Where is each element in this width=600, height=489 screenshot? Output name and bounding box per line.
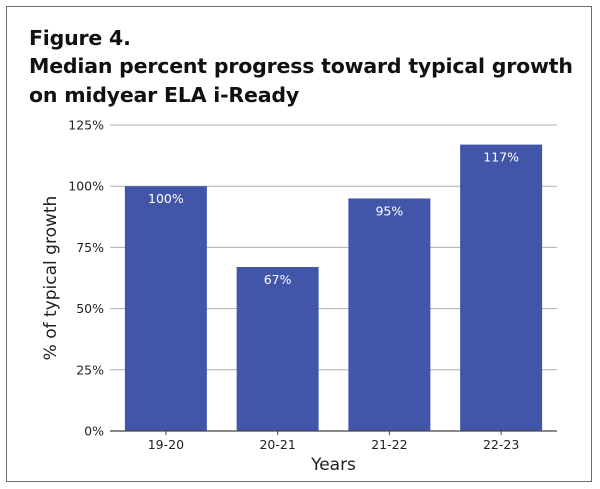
data-label: 117% xyxy=(483,150,519,165)
y-axis-title: % of typical growth xyxy=(41,196,61,361)
y-tick-label: 125% xyxy=(68,118,104,133)
x-axis-ticks: 19-20 20-21 21-22 22-23 xyxy=(148,431,519,452)
figure-title: Median percent progress toward typical g… xyxy=(29,54,573,107)
y-tick-label: 75% xyxy=(76,240,104,255)
bar-22-23 xyxy=(460,144,543,432)
x-tick-label: 20-21 xyxy=(259,437,295,452)
bar-20-21 xyxy=(236,266,319,431)
data-label: 67% xyxy=(264,272,292,287)
y-tick-label: 100% xyxy=(68,179,104,194)
x-tick-label: 19-20 xyxy=(148,437,184,452)
y-tick-label: 25% xyxy=(76,362,104,377)
y-tick-label: 0% xyxy=(84,424,104,439)
data-label: 100% xyxy=(148,191,184,206)
data-label: 95% xyxy=(375,203,403,218)
x-tick-label: 21-22 xyxy=(371,437,407,452)
x-tick-label: 22-23 xyxy=(483,437,519,452)
bar-19-20 xyxy=(124,186,207,431)
x-axis-title: Years xyxy=(310,455,356,475)
bars xyxy=(124,144,543,432)
data-labels: 100% 67% 95% 117% xyxy=(148,150,519,287)
y-tick-label: 50% xyxy=(76,301,104,316)
y-axis-ticks: 0% 25% 50% 75% 100% 125% xyxy=(68,118,104,439)
bar-21-22 xyxy=(348,198,431,431)
figure-label: Figure 4. xyxy=(29,26,131,50)
